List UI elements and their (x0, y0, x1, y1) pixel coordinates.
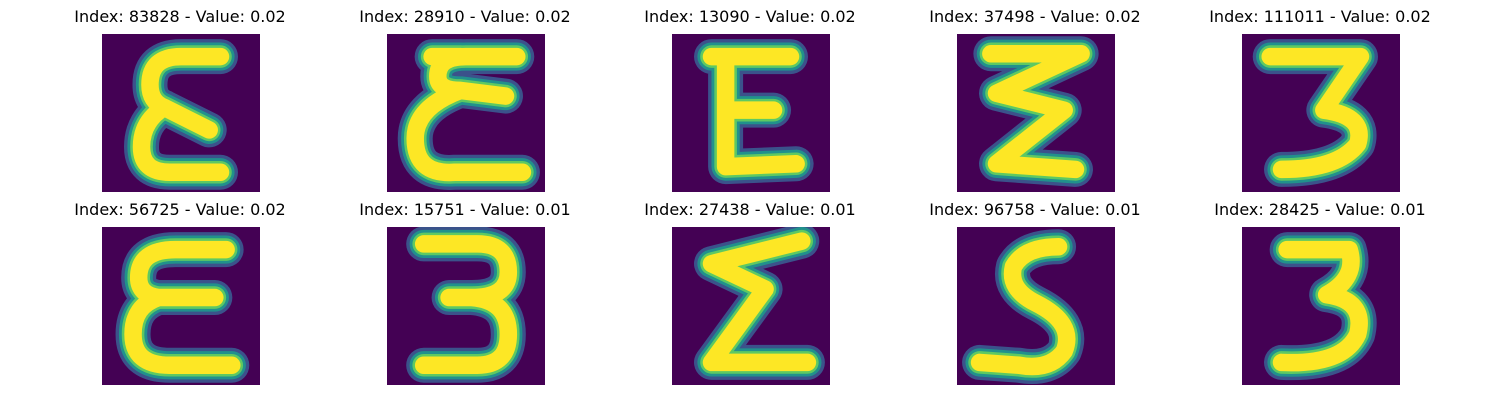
glyph-stroke (702, 47, 805, 176)
panel-title: Index: 15751 - Value: 0.01 (359, 200, 571, 219)
image-panel: Index: 27438 - Value: 0.01 (620, 199, 880, 385)
digit-image (387, 34, 545, 192)
panel-title: Index: 27438 - Value: 0.01 (644, 200, 856, 219)
image-panel: Index: 28910 - Value: 0.02 (335, 6, 595, 192)
glyph-stroke (1272, 240, 1368, 372)
image-panel: Index: 111011 - Value: 0.02 (1190, 6, 1450, 192)
image-panel: Index: 15751 - Value: 0.01 (335, 199, 595, 385)
panel-title: Index: 56725 - Value: 0.02 (74, 200, 286, 219)
image-panel: Index: 83828 - Value: 0.02 (50, 6, 310, 192)
digit-image (387, 227, 545, 385)
image-panel: Index: 28425 - Value: 0.01 (1190, 199, 1450, 385)
digit-image (102, 34, 260, 192)
glyph-stroke (414, 235, 518, 374)
digit-image (957, 34, 1115, 192)
glyph-stroke (132, 47, 230, 181)
digit-image (672, 227, 830, 385)
glyph-stroke (970, 238, 1076, 376)
glyph-stroke (124, 240, 241, 374)
image-panel: Index: 96758 - Value: 0.01 (905, 199, 1165, 385)
panel-title: Index: 96758 - Value: 0.01 (929, 200, 1141, 219)
glyph-stroke (982, 45, 1090, 179)
digit-image (102, 227, 260, 385)
panel-title: Index: 83828 - Value: 0.02 (74, 7, 286, 26)
digit-image (1242, 227, 1400, 385)
digit-image (1242, 34, 1400, 192)
panel-title: Index: 13090 - Value: 0.02 (644, 7, 856, 26)
panel-title: Index: 37498 - Value: 0.02 (929, 7, 1141, 26)
panel-title: Index: 28910 - Value: 0.02 (359, 7, 571, 26)
image-panel: Index: 13090 - Value: 0.02 (620, 6, 880, 192)
digit-image (957, 227, 1115, 385)
image-panel: Index: 56725 - Value: 0.02 (50, 199, 310, 385)
panel-title: Index: 111011 - Value: 0.02 (1209, 7, 1431, 26)
glyph-stroke (702, 232, 817, 372)
image-panel: Index: 37498 - Value: 0.02 (905, 6, 1165, 192)
glyph-stroke (1261, 47, 1370, 179)
panel-title: Index: 28425 - Value: 0.01 (1214, 200, 1426, 219)
digit-image (672, 34, 830, 192)
